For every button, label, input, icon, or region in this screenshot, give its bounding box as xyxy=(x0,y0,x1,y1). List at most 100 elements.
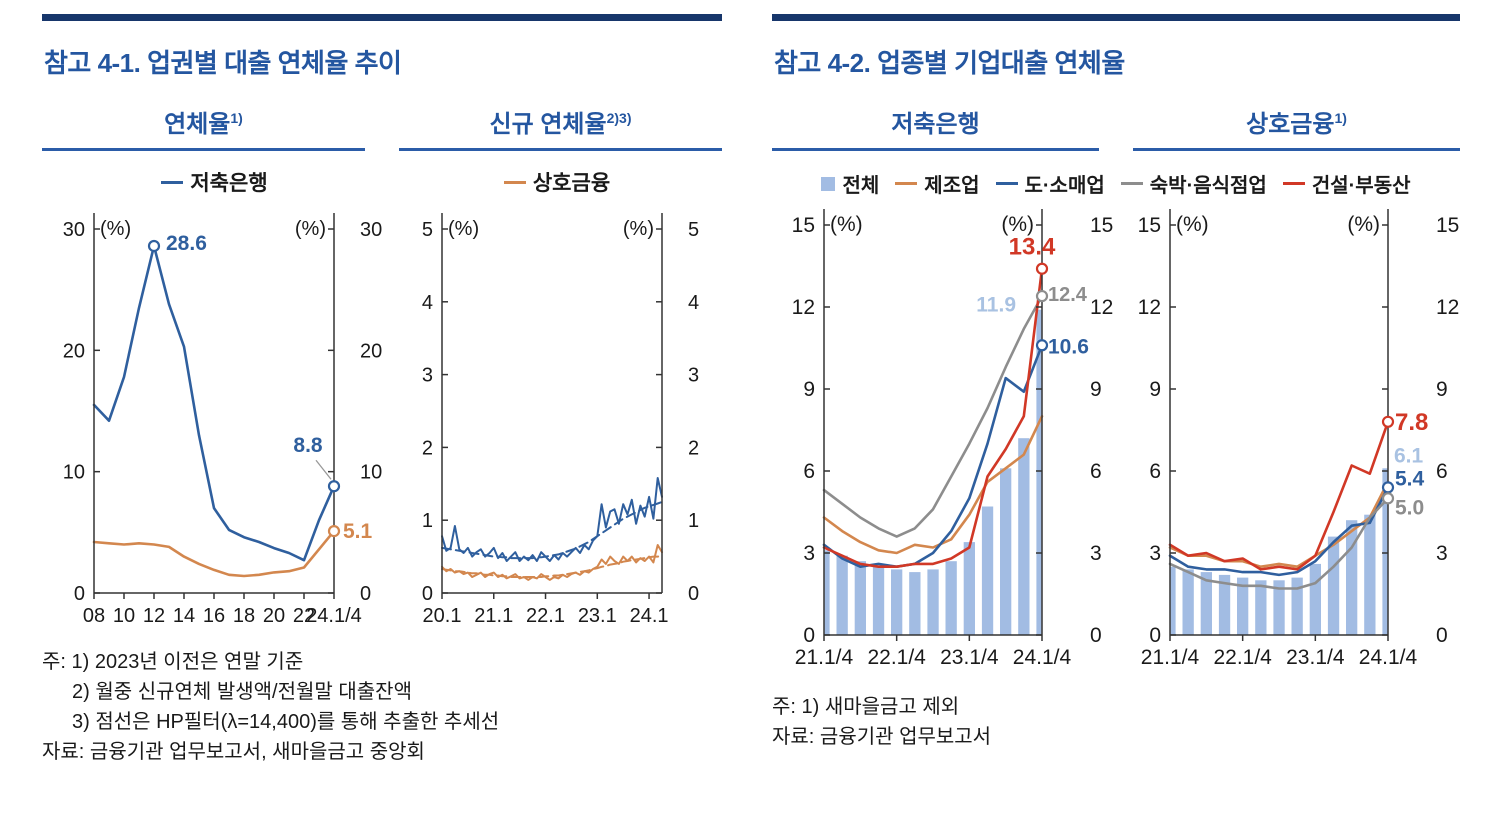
x-tick-label: 22 xyxy=(293,605,315,627)
x-tick-label: 22.1/4 xyxy=(867,646,926,669)
unit-label: (%) xyxy=(1001,213,1034,236)
unit-label: (%) xyxy=(830,213,863,236)
chart-block-mutual-finance: 0 0 3 3 6 6 9 9 12 12 15 15 21.1/4 22.1/4 23.1/4 24.1/4… xyxy=(1118,200,1460,678)
x-tick-label: 24.1/4 xyxy=(1013,646,1072,669)
unit-label: (%) xyxy=(623,218,654,240)
y-tick-label: 12 xyxy=(1436,296,1459,319)
x-tick-label: 21.1/4 xyxy=(1141,646,1200,669)
left-notes: 주: 1) 2023년 이전은 연말 기준 2) 월중 신규연체 발생액/전월말… xyxy=(42,647,722,767)
bar xyxy=(945,561,957,635)
data-label: 10.6 xyxy=(1048,335,1089,358)
y-tick-label: 9 xyxy=(803,378,815,401)
panel-right-title: 참고 4-2. 업종별 기업대출 연체율 xyxy=(774,48,1125,78)
unit-label: (%) xyxy=(1347,213,1380,236)
y-tick-label: 12 xyxy=(792,296,815,319)
y-tick-label: 6 xyxy=(803,460,815,483)
bar xyxy=(1200,572,1212,635)
y-tick-label: 0 xyxy=(688,583,699,605)
y-tick-label: 0 xyxy=(422,583,433,605)
y-tick-label: 0 xyxy=(360,583,371,605)
unit-label: (%) xyxy=(295,218,326,240)
y-tick-label: 5 xyxy=(688,219,699,241)
y-tick-label: 3 xyxy=(803,542,815,565)
y-tick-label: 1 xyxy=(688,510,699,532)
bar xyxy=(872,566,885,635)
chart-block-savings-bank: 0 0 3 3 6 6 9 9 12 12 15 15 21.1/4 22.1/4 23.1/4 24.1/4… xyxy=(772,200,1114,678)
chart-block-new-delinquency: 상호금융 0 0 1 1 2 2 3 3 4 4 5 5 20.1 21.1 22.1 23.1 24.1 (%)… xyxy=(392,153,722,633)
series-line xyxy=(822,294,1044,538)
endpoint-marker xyxy=(147,239,161,253)
source-line: 자료: 금융기관 업무보고서 xyxy=(772,726,992,748)
series-line xyxy=(822,415,1044,555)
bar xyxy=(1218,574,1231,635)
legend-item-manufacturing: 제조업 xyxy=(895,169,980,198)
bar-swatch-icon xyxy=(821,176,836,191)
legend-savings-bank: 저축은행 xyxy=(161,167,268,197)
y-tick-label: 20 xyxy=(63,340,85,362)
y-tick-label: 0 xyxy=(1149,624,1161,647)
y-tick-label: 4 xyxy=(688,292,699,314)
bar xyxy=(1346,520,1358,635)
note-line: 2) 월중 신규연체 발생액/전월말 대출잔액 xyxy=(72,681,412,703)
y-tick-label: 3 xyxy=(1436,542,1448,565)
x-tick-label: 08 xyxy=(83,605,105,627)
legend-item-total: 전체 xyxy=(821,169,879,198)
y-tick-label: 0 xyxy=(1436,624,1448,647)
unit-label: (%) xyxy=(100,218,131,240)
y-tick-label: 30 xyxy=(360,219,382,241)
y-tick-label: 10 xyxy=(63,462,85,484)
bar xyxy=(1364,514,1376,635)
endpoint-marker xyxy=(1035,289,1049,303)
chart-block-delinquency: 저축은행 0 0 10 10 20 20 30 30 08 10 12 14 16 18 20 22 24.1/… xyxy=(42,153,387,633)
y-tick-label: 20 xyxy=(360,340,382,362)
data-label: 28.6 xyxy=(166,232,207,255)
series-line xyxy=(92,244,336,562)
y-tick-label: 10 xyxy=(360,462,382,484)
bar xyxy=(981,506,994,635)
series-line xyxy=(1168,486,1390,577)
y-tick-label: 1 xyxy=(422,510,433,532)
y-tick-label: 9 xyxy=(1090,378,1102,401)
x-tick-label: 10 xyxy=(113,605,135,627)
bar xyxy=(963,542,975,635)
bar xyxy=(854,561,866,635)
y-tick-label: 3 xyxy=(1090,542,1102,565)
y-tick-label: 4 xyxy=(422,292,433,314)
subheader-mutual-finance: 상호금융1) xyxy=(1133,104,1460,151)
bar xyxy=(1309,563,1321,635)
x-tick-label: 24.1/4 xyxy=(306,605,362,627)
footnote-marker: 1) xyxy=(230,110,243,126)
unit-label: (%) xyxy=(1176,213,1209,236)
chart-savings-bank-by-industry: 0 0 3 3 6 6 9 9 12 12 15 15 21.1/4 22.1/4 23.1/4 24.1/4… xyxy=(792,209,1113,669)
series-line xyxy=(1168,480,1390,569)
x-tick-label: 23.1/4 xyxy=(940,646,999,669)
subheader-savings-bank: 저축은행 xyxy=(772,104,1099,151)
series-line xyxy=(92,529,336,578)
y-tick-label: 9 xyxy=(1436,378,1448,401)
x-tick-label: 18 xyxy=(233,605,255,627)
series-line xyxy=(441,554,663,578)
y-tick-label: 0 xyxy=(1090,624,1102,647)
bar xyxy=(1018,438,1030,635)
bar xyxy=(1327,536,1340,635)
endpoint-marker xyxy=(1035,262,1049,275)
series-line xyxy=(822,267,1044,569)
note-line: 3) 점선은 HP필터(λ=14,400)를 통해 추출한 추세선 xyxy=(72,711,500,733)
x-tick-label: 20 xyxy=(263,605,285,627)
x-tick-label: 21.1 xyxy=(474,605,513,627)
y-tick-label: 3 xyxy=(422,365,433,387)
unit-label: (%) xyxy=(448,218,479,240)
footnote-marker: 1) xyxy=(1334,110,1347,126)
endpoint-marker xyxy=(327,480,341,493)
y-tick-label: 0 xyxy=(803,624,815,647)
chart-new-delinquency-rate: 0 0 1 1 2 2 3 3 4 4 5 5 20.1 21.1 22.1 23.1 24.1 (%) (%) xyxy=(422,213,699,627)
y-tick-label: 3 xyxy=(688,365,699,387)
data-label: 6.1 xyxy=(1394,444,1424,467)
footnote-marker: 2)3) xyxy=(606,110,632,126)
line-swatch-icon xyxy=(995,182,1018,185)
y-tick-label: 15 xyxy=(1436,214,1459,237)
data-label: 11.9 xyxy=(976,294,1016,317)
y-tick-label: 15 xyxy=(792,214,815,237)
x-tick-label: 22.1 xyxy=(526,605,565,627)
